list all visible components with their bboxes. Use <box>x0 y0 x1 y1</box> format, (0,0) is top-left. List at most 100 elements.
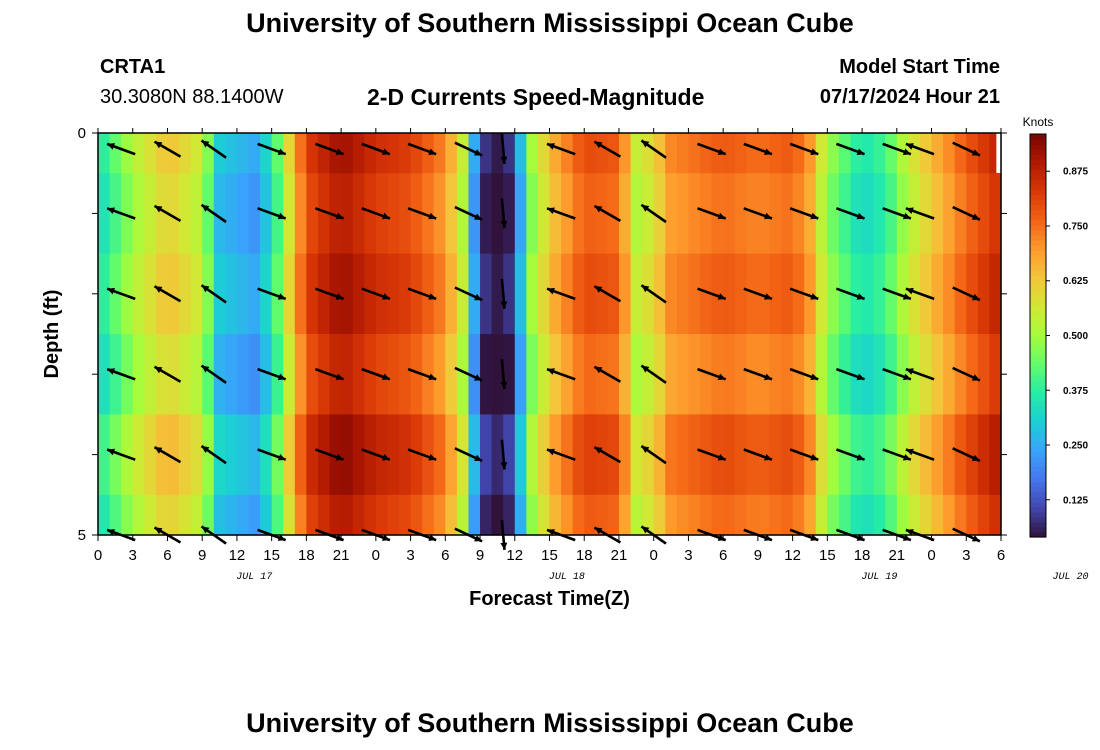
heatmap-cell <box>167 334 180 415</box>
vector-head <box>428 148 437 155</box>
heatmap-cell <box>468 334 481 415</box>
heatmap-cell <box>618 334 632 415</box>
current-vector <box>153 445 182 464</box>
vector-head <box>717 293 726 300</box>
vector-head <box>201 204 210 212</box>
colorbar: Knots 0.125 0.250 0.375 0.500 0.625 0.750 0.875 <box>1023 115 1088 538</box>
heatmap-cell <box>827 253 840 335</box>
current-vector <box>835 142 866 156</box>
heatmap-cell <box>202 173 215 255</box>
heatmap-cell <box>711 414 724 496</box>
heatmap-cell <box>491 253 504 335</box>
colorbar-segment <box>1030 189 1046 196</box>
heatmap-cell <box>676 173 690 255</box>
heatmap-cell <box>630 253 643 335</box>
station-coords: 30.3080N 88.1400W <box>100 86 284 108</box>
colorbar-segment <box>1030 234 1046 241</box>
heatmap-cell <box>121 253 134 335</box>
heatmap-cell <box>491 414 504 496</box>
current-vector <box>546 207 576 220</box>
heatmap-cell <box>144 414 157 496</box>
colorbar-segment <box>1030 456 1046 463</box>
heatmap-cell <box>213 253 226 335</box>
colorbar-segment <box>1030 280 1046 286</box>
colorbar-segment <box>1030 169 1046 175</box>
colorbar-segment <box>1030 194 1046 201</box>
heatmap-cell <box>167 173 180 255</box>
heatmap-cell <box>364 173 377 255</box>
vector-head <box>277 454 286 461</box>
vector-head <box>335 212 344 220</box>
colorbar-segment <box>1030 300 1046 306</box>
heatmap-cell <box>271 334 284 415</box>
current-vector <box>257 207 287 220</box>
heatmap-cell <box>561 253 574 335</box>
heatmap-cell <box>919 173 933 255</box>
colorbar-segment <box>1030 380 1046 387</box>
heatmap-cell <box>132 494 145 536</box>
heatmap-cell <box>271 494 284 536</box>
vector-head <box>764 212 772 220</box>
current-vector <box>835 448 866 461</box>
heatmap-cell <box>225 334 238 415</box>
heatmap-cell <box>815 494 828 536</box>
heatmap-cell <box>399 334 412 415</box>
current-vector <box>593 365 622 383</box>
heatmap-cell <box>468 133 481 174</box>
heatmap-cell <box>850 334 863 415</box>
current-vector <box>697 367 727 381</box>
vector-head <box>971 454 980 461</box>
heatmap-cell <box>202 494 215 536</box>
vector-head <box>547 368 555 375</box>
heatmap-cell <box>514 253 527 335</box>
heatmap-cell <box>734 253 747 335</box>
heatmap-cell <box>503 173 516 255</box>
heatmap-cell <box>190 173 203 255</box>
heatmap-cell <box>676 334 690 415</box>
vector-head <box>902 212 911 220</box>
heatmap-cell <box>769 334 782 415</box>
heatmap-cell <box>410 334 423 415</box>
colorbar-segment <box>1030 400 1046 407</box>
colorbar-segment <box>1030 390 1046 397</box>
heatmap-cell <box>595 494 608 536</box>
heatmap-cell <box>919 494 933 536</box>
heatmap-cell <box>595 334 608 415</box>
heatmap-cell <box>723 253 736 335</box>
vector-head <box>154 366 163 374</box>
heatmap-cell <box>746 253 759 335</box>
heatmap-cell <box>190 414 203 496</box>
vector-head <box>594 527 603 535</box>
heatmap-cell <box>341 173 354 255</box>
current-vector <box>454 447 483 463</box>
colorbar-segment <box>1030 320 1046 327</box>
heatmap-cell <box>526 253 539 335</box>
current-vector <box>952 286 981 302</box>
heatmap-cell <box>977 334 991 415</box>
vector-head <box>201 140 210 148</box>
heatmap-cell <box>653 414 666 496</box>
heatmap-cell <box>422 334 435 415</box>
heatmap-cell <box>375 253 389 335</box>
heatmap-cell <box>283 414 296 496</box>
heatmap-cell <box>155 494 169 536</box>
colorbar-segment <box>1030 184 1046 191</box>
heatmap-cell <box>399 173 412 255</box>
vector-head <box>277 212 286 220</box>
heatmap-cell <box>607 173 620 255</box>
heatmap-cell <box>480 133 493 174</box>
heatmap-cell <box>676 414 690 496</box>
heatmap-cell <box>850 494 863 536</box>
heatmap-cell <box>896 133 909 174</box>
heatmap-cell <box>422 494 435 536</box>
colorbar-segment <box>1030 254 1046 261</box>
current-vector <box>454 286 483 302</box>
vector-head <box>971 374 980 381</box>
heatmap-cell <box>433 133 446 174</box>
current-vector <box>257 367 287 381</box>
colorbar-segment <box>1030 270 1046 276</box>
x-tick-label: 0 <box>94 547 102 564</box>
vector-head <box>107 448 115 456</box>
model-start-time: 07/17/2024 Hour 21 <box>819 86 1000 108</box>
colorbar-segment <box>1030 496 1046 503</box>
